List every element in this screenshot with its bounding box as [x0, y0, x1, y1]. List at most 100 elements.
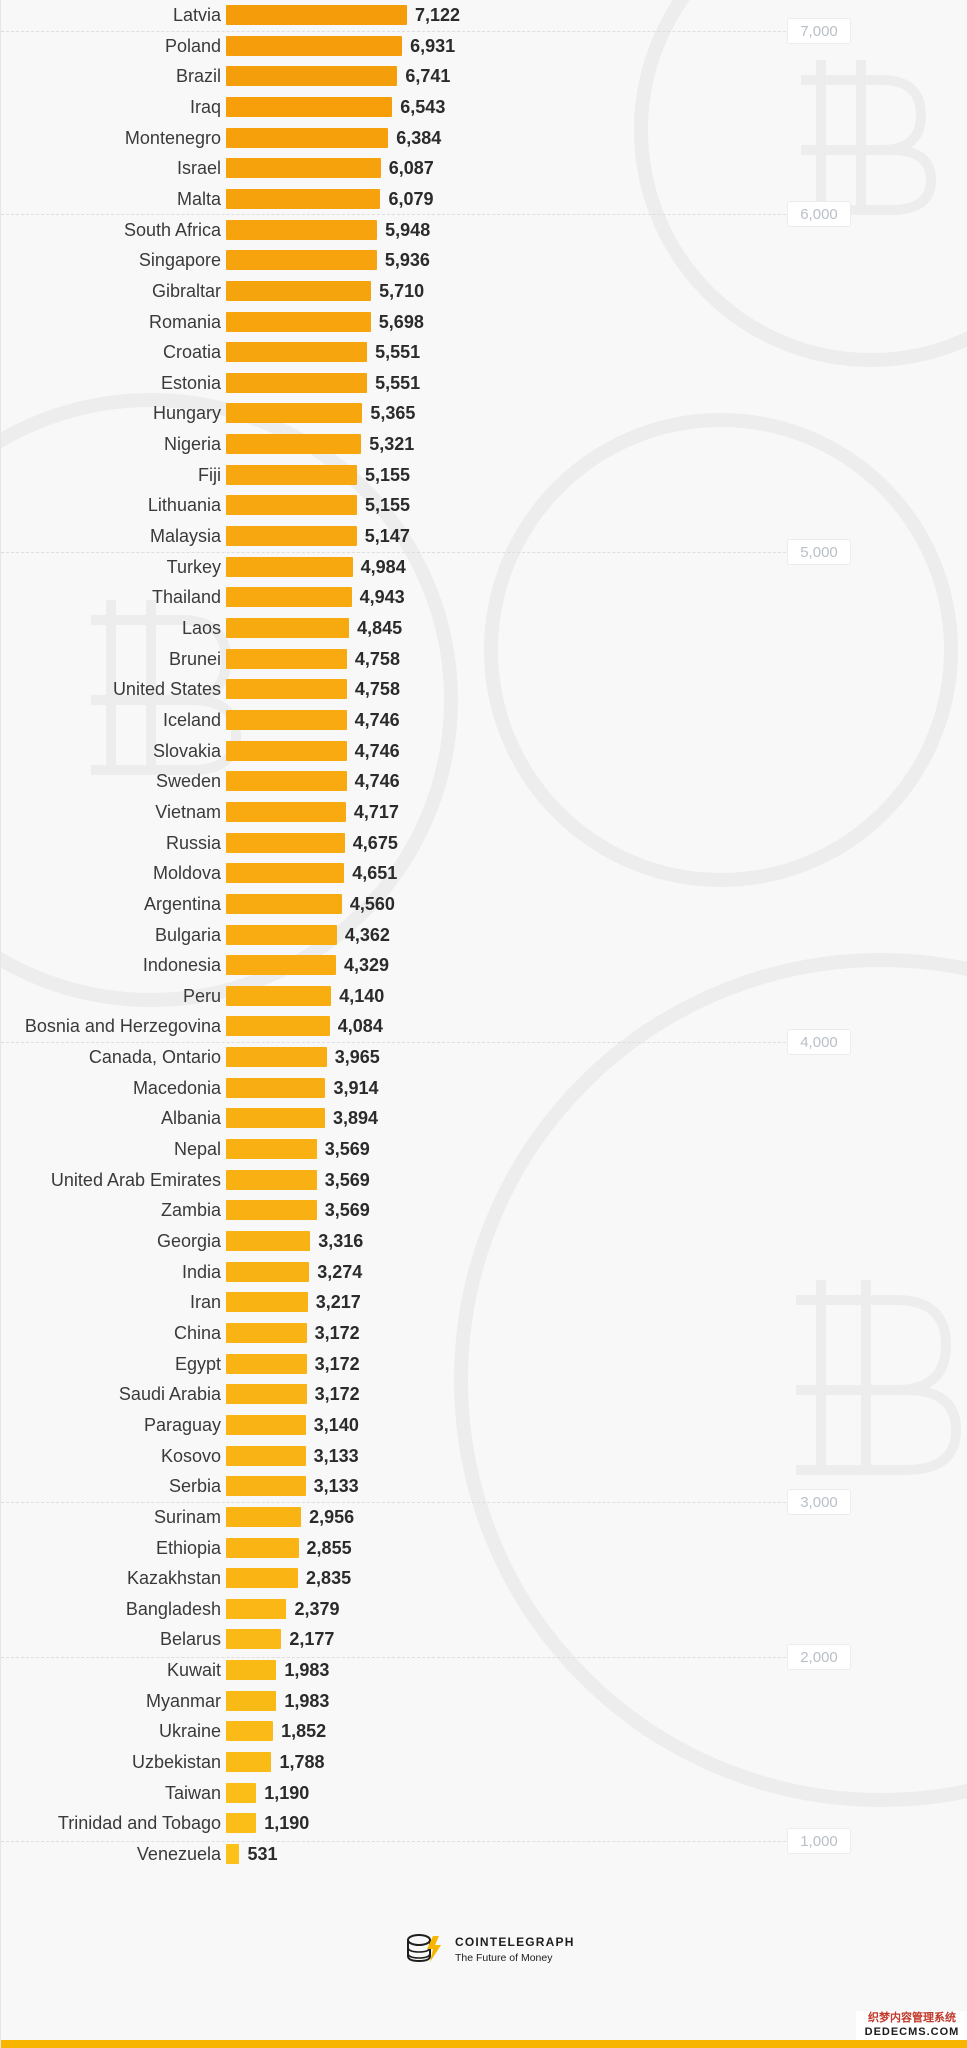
country-label: Venezuela	[136, 1844, 221, 1864]
value-label: 6,384	[396, 127, 442, 148]
bar-row: Egypt 3,172	[1, 1349, 967, 1380]
value-label: 5,551	[375, 372, 421, 393]
country-label: India	[181, 1261, 221, 1282]
bar	[226, 1261, 310, 1282]
bar	[226, 1322, 307, 1343]
country-label: Sweden	[155, 771, 221, 792]
bar-row: Zambia 3,569	[1, 1195, 967, 1226]
country-label: Canada, Ontario	[88, 1047, 221, 1068]
bar	[226, 556, 353, 577]
bar-row: Kosovo 3,133	[1, 1441, 967, 1472]
bar-row: India 3,274	[1, 1257, 967, 1288]
country-label: Fiji	[198, 464, 221, 485]
bar	[226, 985, 332, 1006]
reference-line	[1, 1042, 851, 1043]
country-label: Turkey	[166, 556, 221, 577]
country-label: Surinam	[153, 1506, 221, 1527]
site-badge-url: DEDECMS.COM	[864, 2026, 960, 2038]
reference-line-label: 2,000	[787, 1644, 851, 1670]
value-label: 5,155	[365, 495, 411, 516]
value-label: 3,172	[314, 1322, 360, 1343]
bar-row: Moldova 4,651	[1, 858, 967, 889]
country-label: Lithuania	[147, 495, 221, 516]
bar	[226, 618, 350, 638]
value-label: 2,835	[306, 1568, 352, 1589]
bar-row: Hungary 5,365	[1, 398, 967, 429]
value-label: 1,190	[264, 1782, 310, 1803]
country-label: Zambia	[160, 1200, 221, 1221]
bar-row: Ukraine 1,852	[1, 1716, 967, 1747]
bar	[226, 1016, 330, 1037]
country-label: Myanmar	[145, 1690, 221, 1711]
value-label: 5,948	[385, 219, 431, 240]
value-label: 3,172	[314, 1353, 360, 1374]
value-label: 4,560	[349, 893, 395, 914]
country-label: Malaysia	[149, 526, 221, 547]
bar	[226, 1690, 277, 1711]
value-label: 4,758	[354, 679, 400, 700]
bar	[226, 96, 393, 117]
bar-row: Romania 5,698	[1, 307, 967, 338]
bar-row: Brazil 6,741	[1, 61, 967, 92]
value-label: 3,569	[324, 1169, 370, 1190]
bar	[226, 1813, 257, 1834]
bar-row: Singapore 5,936	[1, 245, 967, 276]
bar	[226, 1721, 274, 1742]
country-label: Albania	[160, 1108, 221, 1129]
value-label: 3,172	[314, 1384, 360, 1405]
country-label: Kazakhstan	[126, 1568, 221, 1589]
country-label: Bulgaria	[154, 924, 221, 945]
bar	[226, 1353, 307, 1374]
bar-row: Bosnia and Herzegovina 4,084	[1, 1011, 967, 1042]
bar-row: Bulgaria 4,362	[1, 920, 967, 951]
site-watermark-badge: 织梦内容管理系统 DEDECMS.COM	[856, 2011, 967, 2040]
value-label: 5,551	[375, 342, 421, 363]
bar-row: Vietnam 4,717	[1, 797, 967, 828]
country-label: Indonesia	[142, 955, 221, 976]
bar-row: Fiji 5,155	[1, 460, 967, 491]
value-label: 6,931	[410, 35, 456, 56]
country-label: Romania	[148, 311, 221, 332]
value-label: 4,746	[354, 771, 400, 792]
reference-line-label: 6,000	[787, 201, 851, 227]
site-badge-title: 织梦内容管理系统	[868, 2012, 956, 2024]
bar	[226, 1537, 299, 1558]
country-label: Latvia	[172, 5, 221, 25]
country-label: Brazil	[175, 66, 221, 87]
value-label: 4,329	[344, 955, 390, 976]
bar	[226, 893, 342, 914]
bar-row: Ethiopia 2,855	[1, 1533, 967, 1564]
bar-row: Thailand 4,943	[1, 582, 967, 613]
value-label: 5,365	[370, 403, 416, 424]
country-label: Serbia	[168, 1476, 221, 1497]
country-label: Bosnia and Herzegovina	[24, 1016, 221, 1037]
bar	[226, 709, 347, 730]
value-label: 4,984	[360, 556, 406, 577]
country-label: United States	[112, 679, 221, 700]
bar	[226, 127, 389, 148]
country-label: Brunei	[168, 648, 221, 669]
bar-row: Iceland 4,746	[1, 705, 967, 736]
bar	[226, 1476, 306, 1497]
country-label: Hungary	[152, 403, 221, 424]
value-label: 5,710	[379, 280, 425, 301]
value-label: 3,914	[333, 1077, 379, 1098]
bar	[226, 1047, 327, 1068]
bar-row: Brunei 4,758	[1, 644, 967, 675]
country-label: Paraguay	[143, 1414, 221, 1435]
bar	[226, 1169, 317, 1190]
reference-line-label: 5,000	[787, 539, 851, 565]
value-label: 7,122	[415, 5, 461, 25]
value-label: 5,155	[365, 464, 411, 485]
value-label: 4,746	[354, 740, 400, 761]
bar	[226, 250, 377, 271]
bar	[226, 1077, 326, 1098]
country-label: Saudi Arabia	[118, 1384, 221, 1405]
value-label: 1,983	[284, 1690, 330, 1711]
bar-row: Saudi Arabia 3,172	[1, 1379, 967, 1410]
bar-row: Bangladesh 2,379	[1, 1594, 967, 1625]
bar-row: Belarus 2,177	[1, 1624, 967, 1655]
value-label: 1,983	[284, 1660, 330, 1681]
